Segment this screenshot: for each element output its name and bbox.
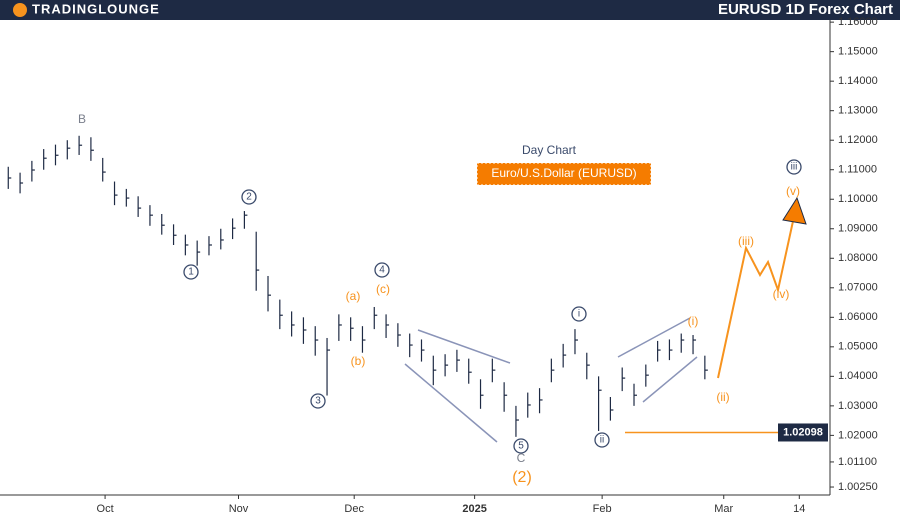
y-tick-label: 1.08000 [838, 252, 878, 264]
chart-subtitle: Day Chart [522, 143, 577, 157]
x-tick-label: Dec [344, 503, 364, 515]
wave-label: i [578, 309, 580, 320]
y-tick-label: 1.00250 [838, 481, 878, 493]
wave-label: (iv) [773, 287, 790, 301]
x-tick-label: Feb [593, 503, 612, 515]
wave-label: (i) [688, 314, 699, 328]
y-tick-label: 1.12000 [838, 134, 878, 146]
wave-label: iii [791, 162, 798, 173]
wave-label: 3 [315, 396, 321, 407]
wave-label: C [517, 451, 526, 465]
wave-label: B [78, 112, 86, 126]
wave-circle [374, 262, 390, 278]
wave-label: (ii) [716, 390, 729, 404]
y-tick-label: 1.11000 [838, 164, 877, 176]
wave-label: ii [600, 435, 604, 446]
wave-label: 4 [379, 265, 385, 276]
y-tick-label: 1.05000 [838, 341, 878, 353]
chart-title: EURUSD 1D Forex Chart [718, 1, 893, 18]
wave-label: (iii) [738, 234, 754, 248]
wave-label: 1 [188, 267, 194, 278]
wave-label: 5 [518, 441, 524, 452]
wave-circle [513, 438, 529, 454]
x-tick-label: 14 [793, 503, 805, 515]
brand: TradingLounge [32, 1, 160, 16]
wave-label: (v) [786, 184, 800, 198]
y-tick-label: 1.15000 [838, 46, 878, 58]
wave-circle [310, 393, 326, 409]
wave-label: (c) [376, 282, 390, 296]
projection-path [717, 211, 796, 379]
y-tick-label: 1.03000 [838, 400, 878, 412]
y-tick-label: 1.06000 [838, 311, 878, 323]
logo-icon [13, 3, 27, 17]
y-tick-label: 1.01100 [838, 456, 877, 468]
instrument: Euro/U.S.Dollar (EURUSD) [491, 166, 636, 180]
wave-label: (a) [346, 289, 361, 303]
projection-arrow [782, 196, 807, 225]
y-tick-label: 1.16000 [838, 16, 878, 28]
x-tick-label: Oct [97, 503, 114, 515]
wave-label: (b) [351, 354, 366, 368]
y-tick-label: 1.04000 [838, 370, 878, 382]
y-tick-label: 1.07000 [838, 282, 878, 294]
wave-label: 2 [246, 192, 252, 203]
x-tick-label: 2025 [462, 503, 486, 515]
wave-circle [241, 189, 257, 205]
wave-circle [571, 306, 587, 322]
wave-circle [786, 159, 802, 175]
wave-circle [594, 432, 610, 448]
y-tick-label: 1.10000 [838, 193, 878, 205]
wave-label: (2) [512, 469, 532, 486]
instrument-box [476, 162, 652, 186]
wedge-lines [404, 317, 698, 443]
x-tick-label: Mar [714, 503, 733, 515]
y-tick-label: 1.13000 [838, 105, 878, 117]
x-tick-label: Nov [229, 503, 249, 515]
y-tick-label: 1.09000 [838, 223, 878, 235]
y-tick-label: 1.14000 [838, 75, 878, 87]
y-tick-label: 1.02000 [838, 429, 878, 441]
wave-circle [183, 264, 199, 280]
price-label: 1.02098 [783, 426, 823, 438]
price-box [778, 423, 828, 442]
header-bar [0, 0, 900, 20]
